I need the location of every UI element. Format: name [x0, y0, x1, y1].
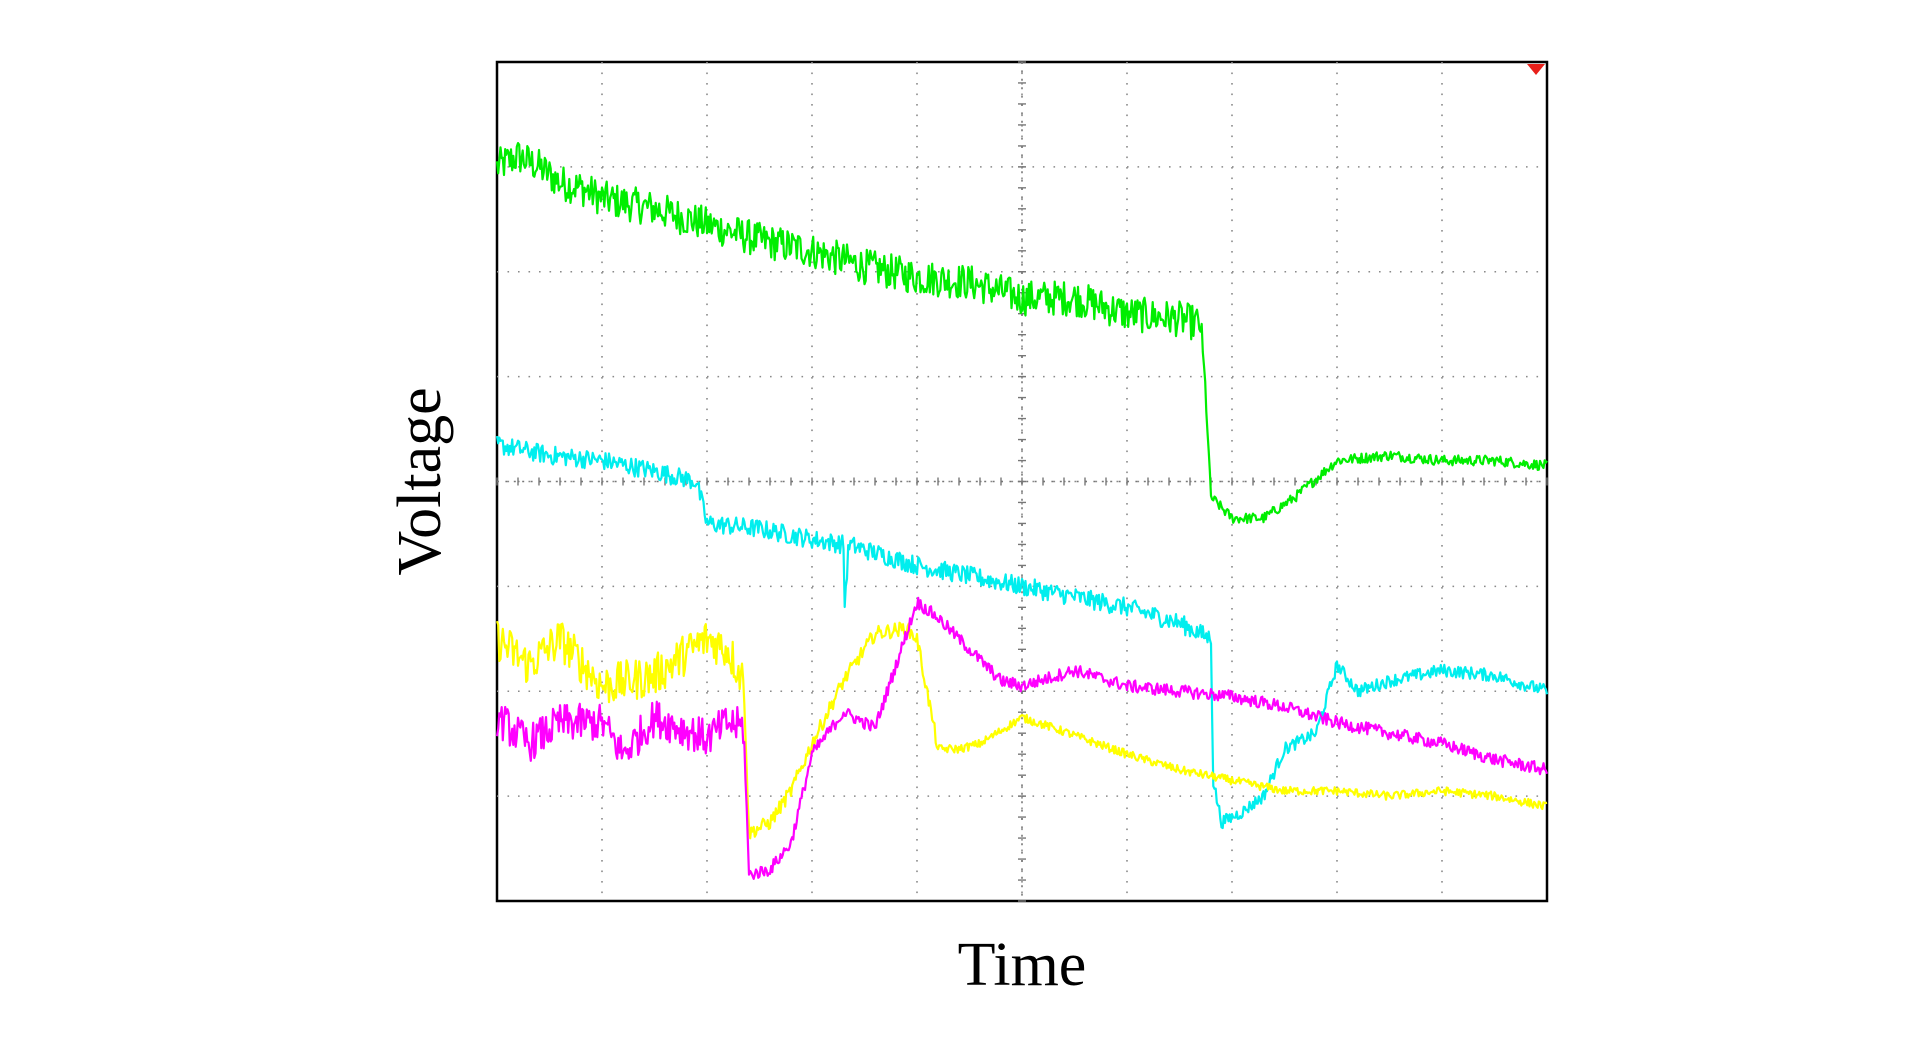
series-trace-green — [495, 142, 1548, 524]
center-crosshair — [497, 62, 1547, 901]
x-axis-label: Time — [958, 931, 1087, 999]
series-trace-cyan — [495, 435, 1549, 830]
series-layer — [495, 142, 1549, 880]
series-trace-magenta — [495, 596, 1549, 880]
series-trace-yellow — [495, 620, 1548, 840]
y-axis-label: Voltage — [386, 387, 454, 575]
trigger-marker-icon — [1527, 64, 1545, 75]
crosshair-ticks — [496, 61, 1548, 902]
plot-area — [495, 60, 1549, 903]
